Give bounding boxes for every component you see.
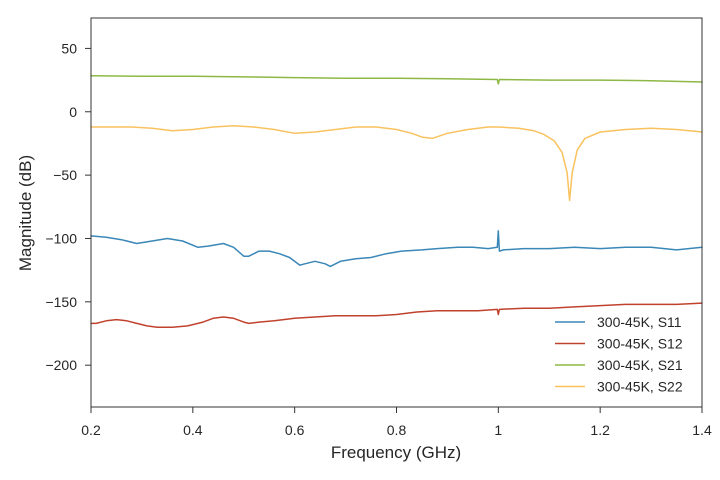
series-lines [90, 74, 703, 328]
x-tick-label: 1.4 [692, 422, 712, 438]
x-tick-label: 0.8 [387, 422, 407, 438]
y-tick-label: −50 [53, 167, 77, 183]
x-tick-label: 1 [494, 422, 502, 438]
y-tick-label: 50 [61, 40, 77, 56]
legend-label-4: 300-45K, S22 [597, 379, 683, 395]
y-tick-label: 0 [69, 104, 77, 120]
y-tick-label: −100 [45, 230, 77, 246]
x-axis-ticks: 0.2 0.4 0.6 0.8 1 1.2 1.4 [81, 407, 712, 438]
y-axis-ticks: 50 0 −50 −100 −150 −200 [45, 40, 91, 373]
series-line-3 [90, 74, 703, 85]
plot-background [91, 18, 702, 407]
x-tick-label: 0.2 [81, 422, 101, 438]
x-axis-label: Frequency (GHz) [331, 443, 461, 462]
legend-label-1: 300-45K, S11 [597, 314, 682, 330]
y-tick-label: −200 [45, 357, 77, 373]
series-line-1 [90, 230, 703, 268]
legend-label-3: 300-45K, S21 [597, 357, 683, 373]
y-tick-label: −150 [45, 294, 77, 310]
x-tick-label: 1.2 [590, 422, 610, 438]
legend: 300-45K, S11 300-45K, S12 300-45K, S21 300-… [555, 314, 683, 395]
series-line-2 [90, 302, 703, 328]
x-tick-label: 0.4 [183, 422, 203, 438]
y-axis-label: Magnitude (dB) [16, 155, 35, 271]
series-line-4 [90, 124, 703, 202]
x-tick-label: 0.6 [285, 422, 305, 438]
legend-label-2: 300-45K, S12 [597, 336, 683, 352]
